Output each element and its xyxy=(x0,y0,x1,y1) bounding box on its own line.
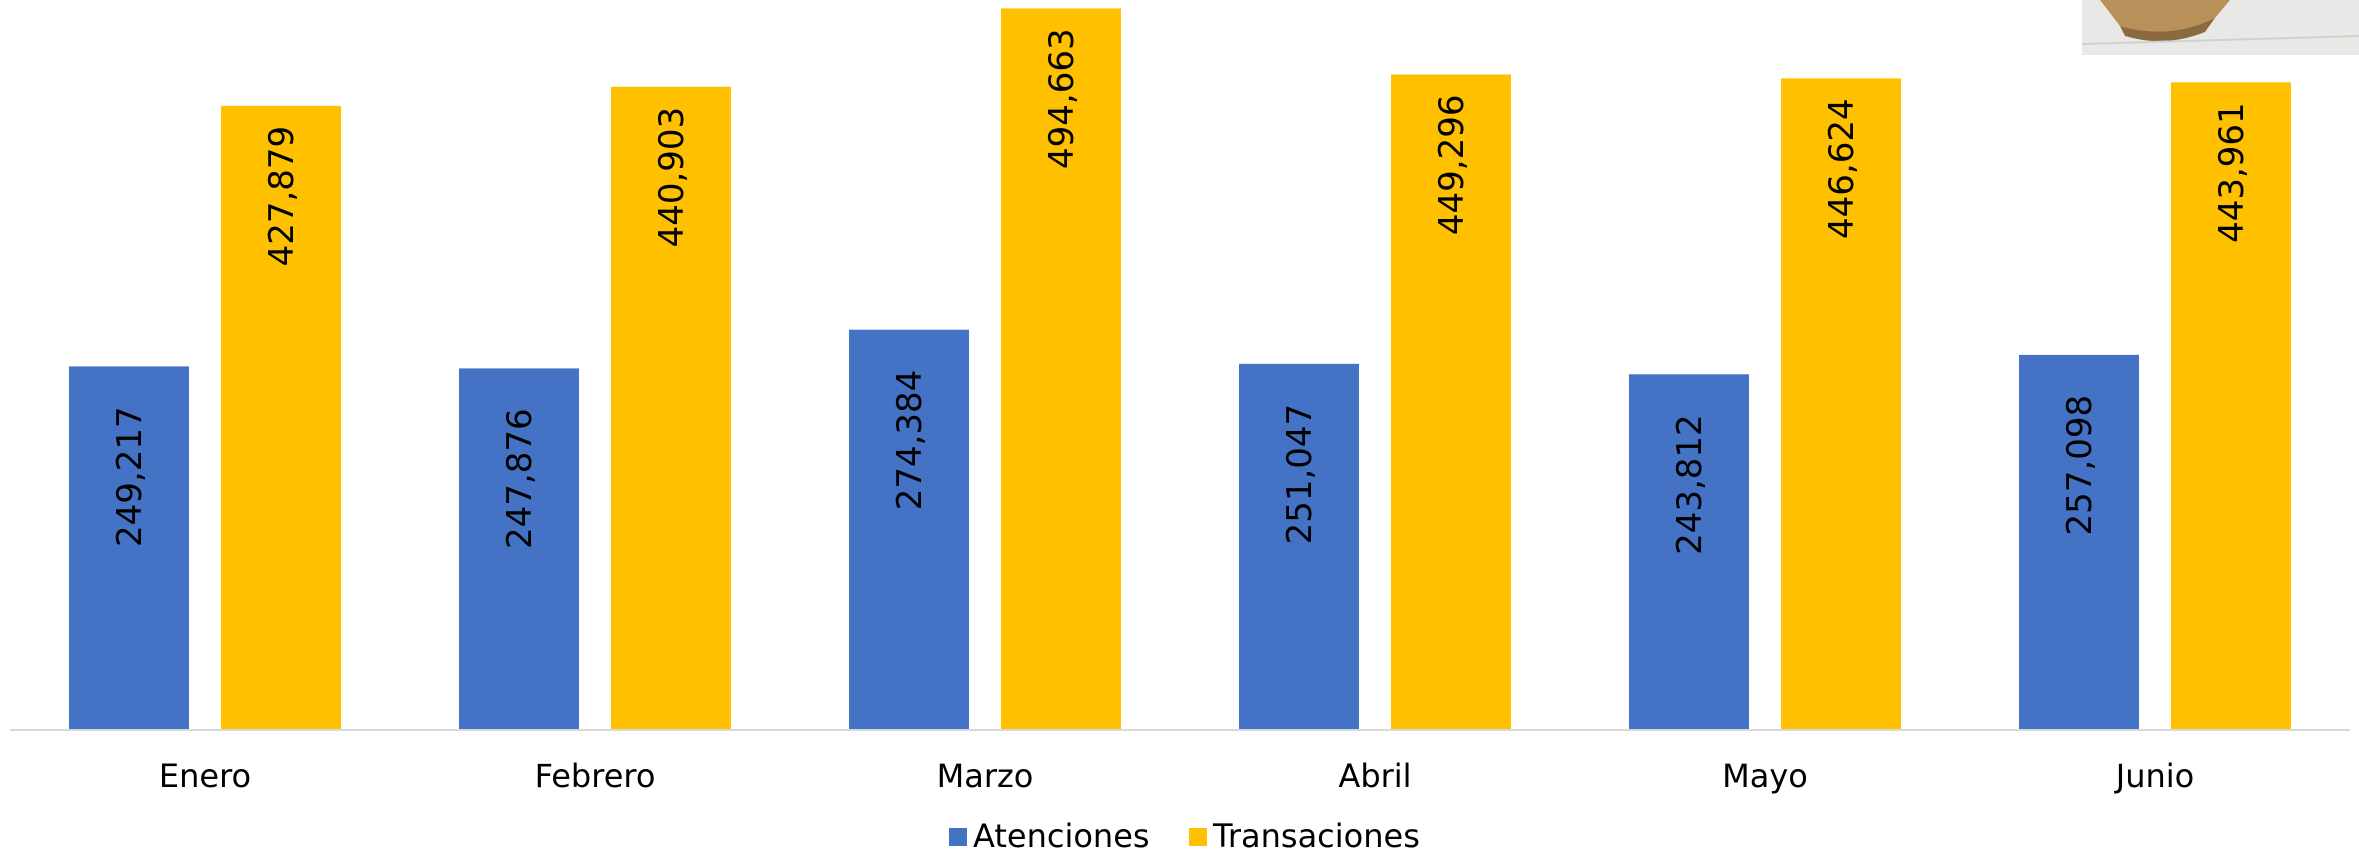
bar-transaciones-abril xyxy=(1391,74,1511,730)
bar-transaciones-marzo xyxy=(1001,8,1121,730)
data-label-atenciones-junio: 257,098 xyxy=(2060,395,2100,536)
category-label-enero: Enero xyxy=(159,757,251,795)
bar-transaciones-mayo xyxy=(1781,78,1901,730)
legend-label-atenciones: Atenciones xyxy=(973,817,1150,852)
decorative-photo-corner xyxy=(2081,0,2359,55)
bar-atenciones-enero xyxy=(69,366,189,730)
bar-atenciones-mayo xyxy=(1629,374,1749,730)
data-label-atenciones-abril: 251,047 xyxy=(1280,404,1320,545)
category-label-febrero: Febrero xyxy=(535,757,656,795)
bar-transaciones-junio xyxy=(2171,82,2291,731)
category-label-mayo: Mayo xyxy=(1722,757,1808,795)
bar-transaciones-febrero xyxy=(611,86,731,731)
data-label-transaciones-marzo: 494,663 xyxy=(1042,28,1082,169)
category-label-abril: Abril xyxy=(1338,757,1411,795)
data-label-transaciones-febrero: 440,903 xyxy=(652,107,692,248)
data-label-atenciones-mayo: 243,812 xyxy=(1670,414,1710,555)
data-label-atenciones-enero: 249,217 xyxy=(110,406,150,547)
bar-transaciones-enero xyxy=(221,105,341,731)
data-label-transaciones-abril: 449,296 xyxy=(1432,95,1472,236)
category-label-marzo: Marzo xyxy=(937,757,1034,795)
bar-atenciones-abril xyxy=(1239,363,1359,730)
bar-atenciones-junio xyxy=(2019,354,2139,730)
data-label-atenciones-febrero: 247,876 xyxy=(500,408,540,549)
data-label-transaciones-enero: 427,879 xyxy=(262,126,302,267)
bar-atenciones-marzo xyxy=(849,329,969,730)
data-label-transaciones-junio: 443,961 xyxy=(2212,102,2252,243)
bars-group xyxy=(69,8,2291,731)
category-label-junio: Junio xyxy=(2114,757,2194,795)
data-label-atenciones-marzo: 274,384 xyxy=(890,370,930,511)
data-label-transaciones-mayo: 446,624 xyxy=(1822,98,1862,239)
legend-swatch-atenciones xyxy=(949,828,967,846)
legend: Atenciones Transaciones xyxy=(949,817,1420,852)
legend-label-transaciones: Transaciones xyxy=(1212,817,1420,852)
bar-atenciones-febrero xyxy=(459,368,579,730)
category-labels-group: Enero Febrero Marzo Abril Mayo Junio xyxy=(159,757,2194,795)
legend-swatch-transaciones xyxy=(1189,828,1207,846)
data-labels-group: 249,217 427,879 247,876 440,903 274,384 494,6… xyxy=(110,28,2252,555)
